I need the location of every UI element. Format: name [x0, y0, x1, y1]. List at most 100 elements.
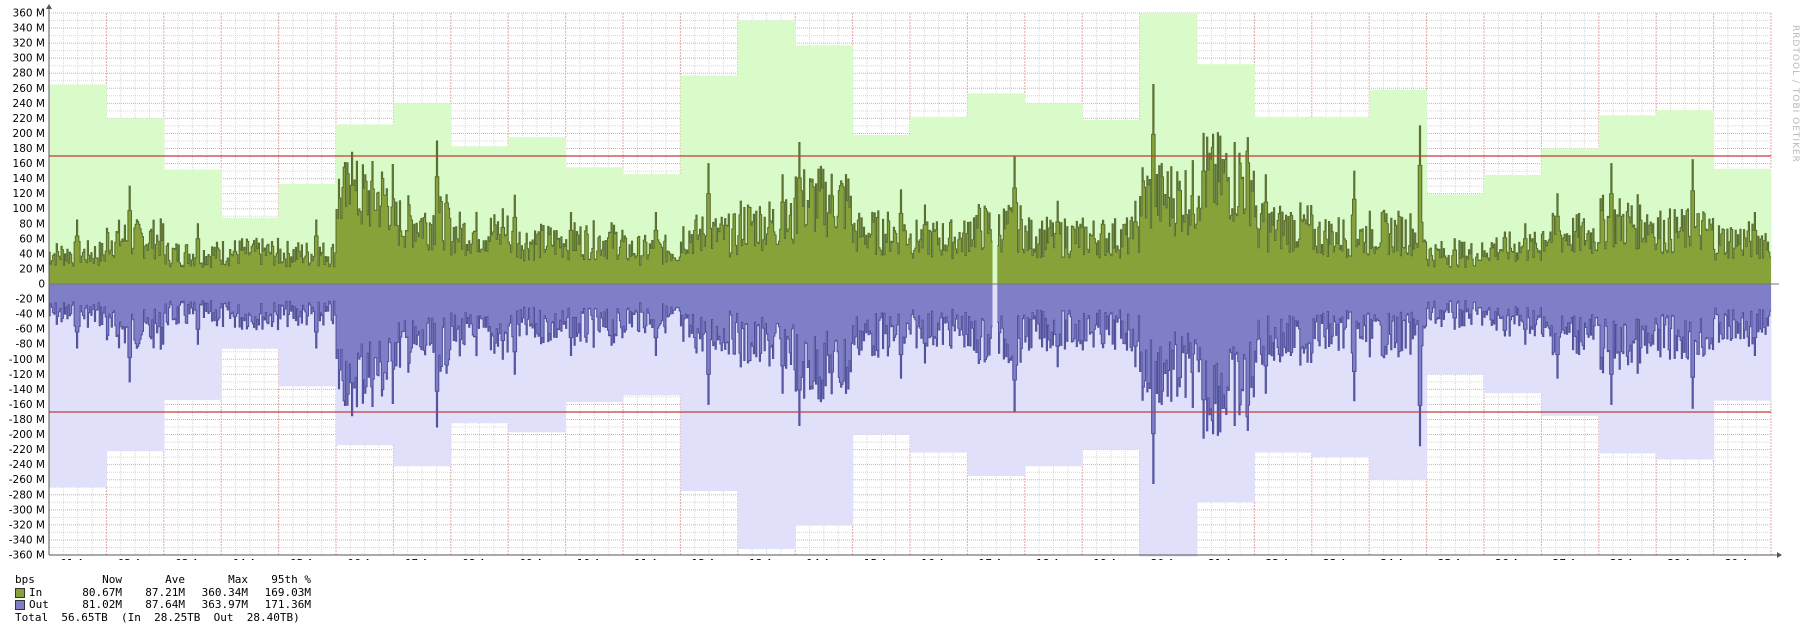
x-tick-label: 22 Apr [1266, 558, 1302, 560]
y-tick-label: 340 M [13, 23, 45, 35]
y-tick-label: -120 M [9, 369, 45, 381]
x-tick-label: 18 Apr [1036, 558, 1072, 560]
legend-col-95th: 95th % [271, 573, 311, 586]
y-tick-label: -180 M [9, 414, 45, 426]
y-tick-label: -280 M [9, 489, 45, 501]
x-tick-label: 21 Apr [1208, 558, 1244, 560]
legend: bps Now Ave Max 95th % In 80.67M 87.21M … [15, 573, 311, 624]
y-tick-label: 200 M [13, 128, 45, 140]
x-tick-label: 08 Apr [462, 558, 498, 560]
watermark: RRDTOOL / TOBI OETIKER [1790, 25, 1800, 163]
y-tick-label: 240 M [13, 98, 45, 110]
traffic-chart: 360 M 340 M 320 M 300 M 280 M 260 M 240 M 220 M… [9, 4, 1800, 561]
legend-in-max: 360.34M [201, 585, 248, 599]
x-tick-label: 28 Apr [1610, 558, 1646, 560]
legend-col-ave: Ave [165, 573, 185, 586]
y-tick-label: -320 M [9, 519, 45, 531]
y-tick-label: -140 M [9, 384, 45, 396]
y-tick-label: -200 M [9, 429, 45, 441]
x-tick-label: 14 Apr [806, 558, 842, 560]
x-tick-label: 12 Apr [692, 558, 728, 560]
x-tick-label: 27 Apr [1553, 558, 1589, 560]
y-tick-label: 280 M [13, 68, 45, 80]
y-axis-arrow [46, 4, 52, 9]
x-tick-label: 17 Apr [979, 558, 1015, 560]
legend-unit: bps [15, 573, 35, 586]
y-tick-label: 0 [38, 279, 45, 291]
out-traffic-line [49, 300, 1771, 484]
x-tick-label: 05 Apr [290, 558, 326, 560]
legend-swatch-out [15, 600, 25, 611]
x-tick-label: 10 Apr [577, 558, 613, 560]
x-tick-label: 02 Apr [118, 558, 154, 560]
y-tick-label: 80 M [19, 218, 45, 230]
y-tick-label: -40 M [15, 309, 45, 321]
y-tick-label: 60 M [19, 233, 45, 245]
y-tick-label: -20 M [15, 294, 45, 306]
x-tick-label: 11 Apr [634, 558, 670, 560]
axes [46, 4, 1782, 558]
x-tick-label: 15 Apr [864, 558, 900, 560]
legend-col-now: Now [102, 573, 122, 586]
y-tick-label: -220 M [9, 444, 45, 456]
y-tick-label: -360 M [9, 550, 45, 561]
y-tick-label: 20 M [19, 263, 45, 275]
x-tick-label: 25 Apr [1438, 558, 1474, 560]
x-axis-ticks: 01 Apr 02 Apr 03 Apr 04 Apr 05 Apr 06 Apr 07 A… [60, 558, 1760, 560]
y-tick-label: 360 M [13, 8, 45, 20]
legend-in-95th: 169.03M [264, 585, 311, 599]
legend-out-max: 363.97M [201, 598, 248, 611]
legend-row-out: Out 81.02M 87.64M 363.97M 171.36M [15, 598, 311, 612]
x-tick-label: 29 Apr [1667, 558, 1703, 560]
x-tick-label: 20 Apr [1151, 558, 1187, 560]
x-tick-label: 07 Apr [405, 558, 441, 560]
x-tick-label: 30 Apr [1725, 558, 1761, 560]
y-tick-label: 180 M [13, 143, 45, 155]
legend-name-out: Out [29, 598, 49, 611]
y-tick-label: -340 M [9, 534, 45, 546]
legend-in-ave: 87.21M [145, 585, 185, 599]
y-tick-label: 140 M [13, 173, 45, 185]
in-traffic-line [49, 84, 1771, 268]
y-tick-label: -240 M [9, 459, 45, 471]
legend-swatch-in [15, 587, 25, 598]
traffic-series [49, 84, 1771, 484]
y-tick-label: 160 M [13, 158, 45, 170]
legend-row-in: In 80.67M 87.21M 360.34M 169.03M [15, 585, 311, 600]
x-tick-label: 13 Apr [749, 558, 785, 560]
y-tick-label: -260 M [9, 474, 45, 486]
y-tick-label: 100 M [13, 203, 45, 215]
legend-name-in: In [29, 585, 43, 599]
y-tick-label: 320 M [13, 38, 45, 50]
legend-in-now: 80.67M [82, 585, 122, 599]
x-tick-label: 16 Apr [921, 558, 957, 560]
x-tick-label: 01 Apr [60, 558, 96, 560]
x-tick-label: 03 Apr [175, 558, 211, 560]
percentile-lines [49, 155, 1771, 413]
legend-total: Total 56.65TB (In 28.25TB Out 28.40TB) [15, 610, 300, 624]
x-tick-label: 23 Apr [1323, 558, 1359, 560]
y-axis-ticks: 360 M 340 M 320 M 300 M 280 M 260 M 240 M 220 M… [9, 8, 45, 561]
y-tick-label: -100 M [9, 354, 45, 366]
legend-out-95th: 171.36M [264, 598, 311, 611]
y-tick-label: 300 M [13, 53, 45, 65]
y-tick-label: -60 M [15, 324, 45, 336]
x-tick-label: 19 Apr [1093, 558, 1129, 560]
y-tick-label: -160 M [9, 399, 45, 411]
x-tick-label: 04 Apr [232, 558, 268, 560]
x-axis-arrow [1777, 552, 1782, 558]
y-tick-label: 220 M [13, 113, 45, 125]
y-tick-label: 260 M [13, 83, 45, 95]
y-tick-label: -80 M [15, 339, 45, 351]
y-tick-label: 120 M [13, 188, 45, 200]
legend-out-ave: 87.64M [145, 598, 185, 611]
legend-out-now: 81.02M [82, 598, 122, 611]
legend-col-max: Max [228, 573, 248, 586]
x-tick-label: 06 Apr [347, 558, 383, 560]
y-tick-label: 40 M [19, 248, 45, 260]
x-tick-label: 09 Apr [519, 558, 555, 560]
y-tick-label: -300 M [9, 504, 45, 516]
x-tick-label: 24 Apr [1380, 558, 1416, 560]
x-tick-label: 26 Apr [1495, 558, 1531, 560]
legend-header: bps Now Ave Max 95th % [15, 573, 311, 587]
